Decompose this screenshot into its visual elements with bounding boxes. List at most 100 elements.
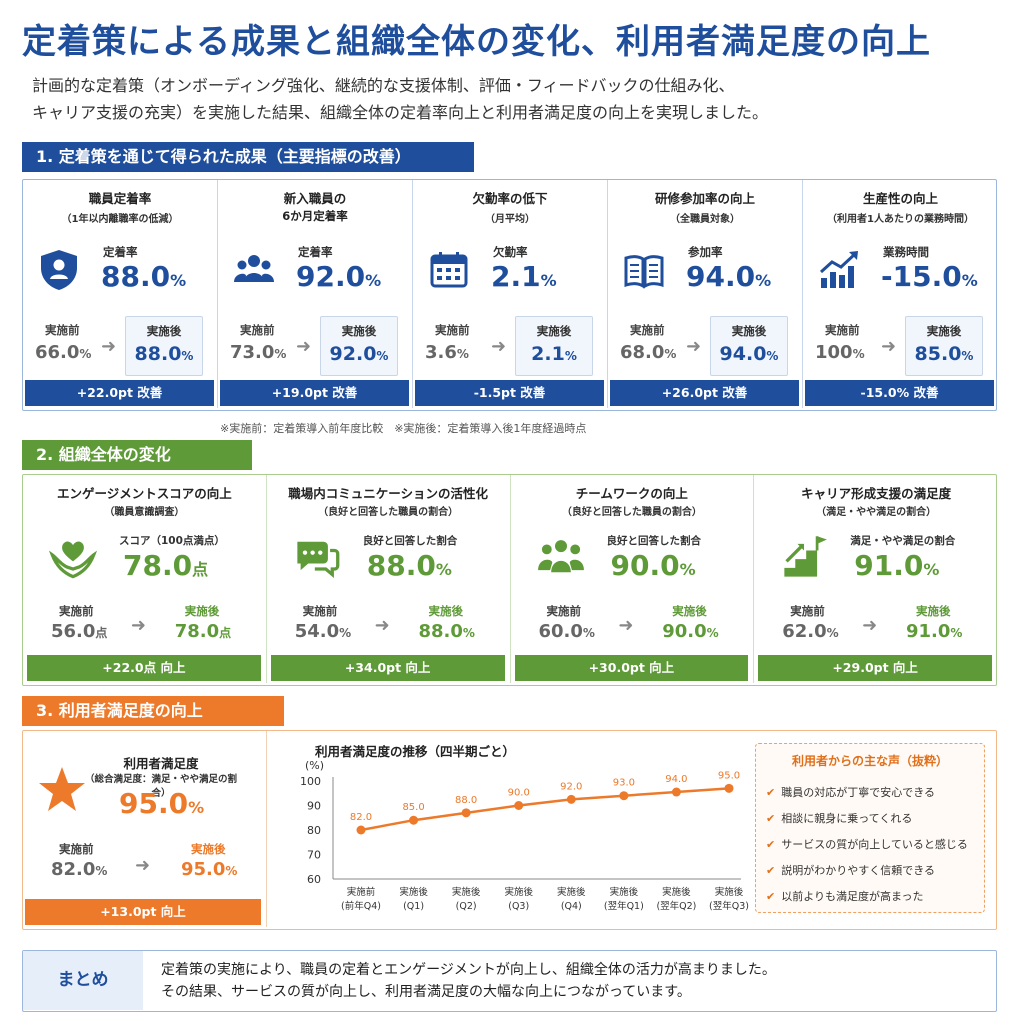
metric-card-title: 生産性の向上 (862, 191, 938, 206)
section2-heading: 2. 組織全体の変化 (22, 440, 252, 470)
before-value-unit: 点 (95, 626, 108, 640)
x-tick-label: 実施後 (715, 886, 744, 898)
change-bar: +22.0点 向上 (27, 655, 261, 681)
user-voice-text: 職員の対応が丁寧で安心できる (781, 786, 935, 799)
satisfaction-after-value: 95.0% (181, 859, 238, 880)
metric-value-number: 94.0 (686, 260, 756, 293)
after-value-number: 92.0 (329, 343, 377, 365)
arrow-right-icon: ➜ (135, 855, 151, 876)
y-tick-label: 100 (300, 775, 321, 788)
x-tick-label: 実施前 (347, 886, 376, 898)
metric-value-number: 91.0 (854, 549, 924, 582)
metric-label: 定着率 (298, 245, 333, 259)
metric-value: 94.0% (686, 260, 771, 293)
change-card-subtitle: （良好と回答した職員の割合） (318, 507, 459, 518)
change-bar: +30.0pt 向上 (514, 655, 749, 681)
before-value-unit: % (456, 347, 469, 361)
before-value-number: 73.0 (230, 342, 275, 363)
after-value: 94.0% (711, 343, 787, 365)
metric-value: 91.0% (854, 549, 939, 582)
stairs-flag-icon (778, 533, 830, 581)
check-icon: ✔ (766, 890, 776, 903)
user-voice-item: ✔ 職員の対応が丁寧で安心できる (766, 784, 935, 800)
metric-label: 良好と回答した割合 (606, 535, 702, 547)
after-value-number: 91.0 (906, 621, 951, 642)
metric-card: 生産性の向上 （利用者1人あたりの業務時間） 業務時間 -15.0% 実施前 100% ➜ 実… (803, 180, 998, 408)
check-icon: ✔ (766, 838, 776, 851)
x-tick-label: 実施後 (399, 886, 428, 898)
summary-line: 定着策の実施により、職員の定着とエンゲージメントが向上し、組織全体の活力が高まり… (161, 962, 776, 978)
metric-value: 92.0% (296, 260, 381, 293)
metric-value-unit: % (923, 560, 940, 579)
metric-value-number: -15.0 (881, 260, 962, 293)
y-tick-label: 90 (307, 800, 321, 813)
star-icon (39, 767, 85, 811)
after-box: 実施後 85.0% (905, 316, 983, 376)
metric-label: 満足・やや満足の割合 (850, 535, 956, 547)
y-tick-label: 80 (307, 824, 321, 837)
arrow-right-icon: ➜ (686, 336, 702, 357)
satisfaction-after-label: 実施後 (191, 842, 226, 856)
change-card: キャリア形成支援の満足度 （満足・やや満足の割合） 満足・やや満足の割合 91.0% 実… (754, 475, 998, 683)
change-card-subtitle: （職員意識調査） (104, 507, 185, 518)
before-value-unit: % (274, 347, 287, 361)
before-value: 73.0% (230, 342, 286, 363)
x-tick-sublabel: (Q1) (403, 901, 424, 912)
change-card-title: チームワークの向上 (575, 486, 688, 501)
data-label: 90.0 (508, 788, 530, 799)
metric-label: スコア（100点満点） (119, 535, 225, 547)
after-value-unit: % (181, 349, 194, 363)
team-icon (535, 533, 587, 581)
x-tick-sublabel: (翌年Q1) (604, 900, 644, 912)
metric-card-subtitle: （1年以内離職率の低減） (61, 214, 179, 225)
before-value-number: 100 (815, 342, 853, 363)
after-label: 実施後 (341, 324, 377, 338)
user-voice-item: ✔ 相談に親身に乗ってくれる (766, 810, 912, 826)
before-value-unit: % (852, 347, 865, 361)
after-value: 85.0% (906, 343, 982, 365)
satisfaction-value: 95.0% (119, 787, 205, 820)
data-point (619, 791, 629, 801)
after-value-unit: % (766, 349, 779, 363)
change-bar: -1.5pt 改善 (415, 380, 604, 406)
after-value-unit: % (462, 626, 475, 640)
after-value-number: 94.0 (719, 343, 767, 365)
summary-label: まとめ (23, 951, 143, 1010)
data-point (724, 783, 734, 793)
x-tick-sublabel: (Q4) (561, 901, 582, 912)
data-label: 82.0 (350, 812, 372, 823)
metric-label: 欠勤率 (493, 245, 528, 259)
before-value-unit: % (826, 626, 839, 640)
metric-value-number: 88.0 (366, 549, 436, 582)
after-box: 実施後 88.0% (125, 316, 203, 376)
data-label: 95.0 (718, 770, 740, 781)
before-value: 54.0% (295, 621, 351, 642)
metric-card: 職員定着率 （1年以内離職率の低減） 定着率 88.0% 実施前 66.0% ➜ 実施後 88.… (23, 180, 218, 408)
after-value: 88.0% (419, 621, 475, 642)
metric-card-subtitle: （利用者1人あたりの業務時間） (827, 214, 974, 225)
intro-text: 計画的な定着策（オンボーディング強化、継続的な支援体制、評価・フィードバックの仕… (32, 72, 992, 126)
satisfaction-before-value: 82.0% (51, 859, 108, 880)
y-tick-label: 60 (307, 873, 321, 886)
before-value: 3.6% (425, 342, 469, 363)
change-card-subtitle: （良好と回答した職員の割合） (561, 507, 702, 518)
metric-value-unit: % (540, 271, 557, 290)
data-label: 92.0 (560, 781, 582, 792)
metric-value-unit: % (365, 271, 382, 290)
section3-heading: 3. 利用者満足度の向上 (22, 696, 284, 726)
after-value-number: 78.0 (174, 621, 220, 642)
before-label: 実施前 (59, 604, 94, 618)
change-bar: +29.0pt 向上 (758, 655, 992, 681)
after-value: 2.1% (516, 343, 592, 365)
metric-value-unit: % (755, 271, 772, 290)
user-voice-text: 説明がわかりやすく信頼できる (781, 864, 935, 877)
arrow-right-icon: ➜ (374, 615, 390, 636)
metric-card: 研修参加率の向上 （全職員対象） 参加率 94.0% 実施前 68.0% ➜ 実施後 94.0%… (608, 180, 803, 408)
metric-value-number: 92.0 (296, 260, 366, 293)
x-tick-sublabel: (翌年Q3) (709, 900, 749, 912)
intro-line: キャリア支援の充実）を実施した結果、組織全体の定着率向上と利用者満足度の向上を実… (32, 103, 769, 122)
satisfaction-title: 利用者満足度 (123, 756, 199, 771)
satisfaction-change-bar: +13.0pt 向上 (25, 899, 261, 925)
intro-line: 計画的な定着策（オンボーディング強化、継続的な支援体制、評価・フィードバックの仕… (32, 76, 735, 95)
user-voice-item: ✔ 以前よりも満足度が高まった (766, 888, 924, 904)
